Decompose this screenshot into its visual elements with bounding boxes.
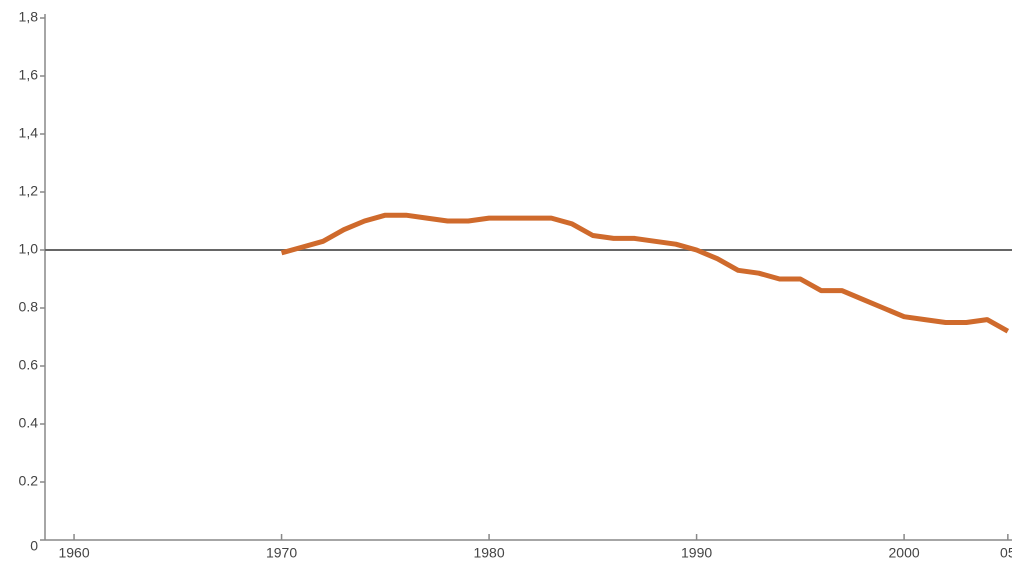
y-tick-label: 0.8 xyxy=(19,299,39,315)
data-line xyxy=(280,212,1010,334)
x-tick-label: 1960 xyxy=(58,545,89,561)
y-tick-label: 0.4 xyxy=(19,415,39,431)
x-tick-label: 1970 xyxy=(266,545,297,561)
y-tick-label: 1,8 xyxy=(19,9,39,25)
x-tick-label: 1980 xyxy=(473,545,504,561)
y-tick-label: 1,0 xyxy=(19,241,39,257)
y-tick-label: 1,2 xyxy=(19,183,39,199)
y-tick-label: 0 xyxy=(30,538,38,554)
y-tick-label: 0.2 xyxy=(19,473,39,489)
y-tick-label: 1,6 xyxy=(19,67,39,83)
x-tick-label: 1990 xyxy=(681,545,712,561)
y-tick-label: 1,4 xyxy=(19,125,39,141)
x-tick-label: 05 xyxy=(1000,545,1012,561)
x-tick-label: 2000 xyxy=(889,545,920,561)
y-tick-label: 0.6 xyxy=(19,357,39,373)
